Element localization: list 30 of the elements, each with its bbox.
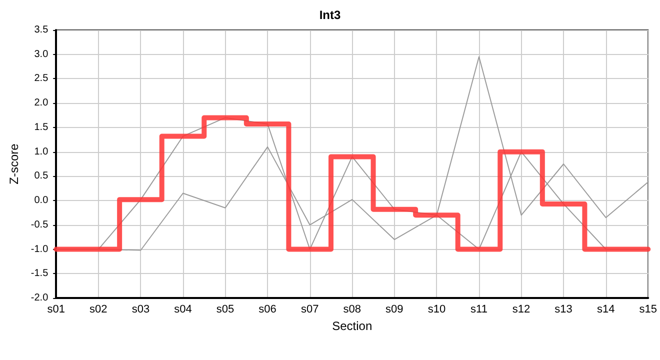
x-tick-label: s13 <box>554 304 572 316</box>
y-tick-label: 3.5 <box>34 24 49 36</box>
x-tick-label: s01 <box>47 304 66 316</box>
x-tick-label: s15 <box>639 304 658 316</box>
x-tick-label: s11 <box>470 304 488 316</box>
x-tick-label: s12 <box>512 304 530 316</box>
x-tick-label: s07 <box>300 304 319 316</box>
x-tick-label: s03 <box>132 304 150 316</box>
y-tick-label: 1.5 <box>34 122 49 133</box>
chart-title: Int3 <box>319 8 341 22</box>
y-tick-label: 0.0 <box>34 195 49 206</box>
x-tick-label: s06 <box>258 304 276 316</box>
y-tick-label: 1.0 <box>34 146 49 158</box>
x-tick-label: s04 <box>174 304 192 316</box>
y-tick-label: 3.0 <box>34 48 49 60</box>
y-tick-label: -0.5 <box>30 219 49 230</box>
x-tick-label: s08 <box>343 304 362 316</box>
y-tick-label: -1.5 <box>30 268 49 280</box>
y-tick-label: 2.0 <box>34 98 49 109</box>
x-tick-label: s05 <box>216 304 234 316</box>
x-tick-label: s09 <box>386 304 404 316</box>
y-tick-label: -2.0 <box>30 292 49 304</box>
y-tick-label: 0.5 <box>34 170 49 182</box>
y-tick-label: -1.0 <box>30 244 49 255</box>
x-tick-label: s10 <box>428 304 446 316</box>
x-axis-title: Section <box>332 319 372 333</box>
x-tick-label: s02 <box>90 304 108 316</box>
x-tick-label: s14 <box>596 304 615 316</box>
y-tick-label: 2.5 <box>34 73 49 84</box>
y-axis-title: Z-score <box>7 143 21 184</box>
